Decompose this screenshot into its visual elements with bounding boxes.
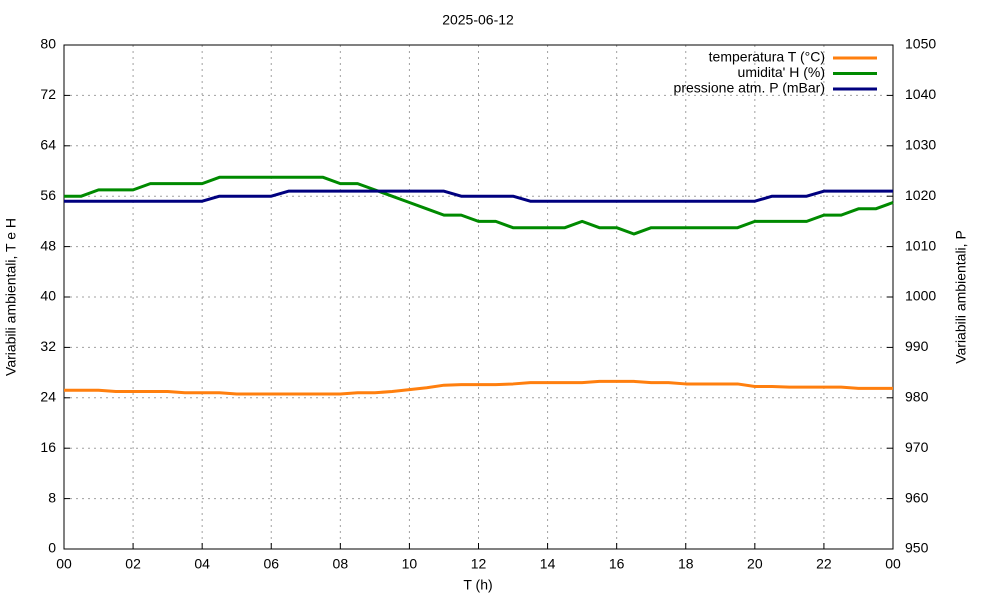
series-line bbox=[64, 379, 893, 396]
x-tick-label: 22 bbox=[816, 556, 832, 572]
x-tick-label: 04 bbox=[194, 556, 210, 572]
legend-label: temperatura T (°C) bbox=[709, 49, 825, 65]
y2-tick-label: 1020 bbox=[905, 187, 936, 203]
y-tick-label: 32 bbox=[40, 338, 56, 354]
y2-tick-label: 1000 bbox=[905, 288, 936, 304]
y-tick-label: 48 bbox=[40, 237, 56, 253]
y2-tick-label: 980 bbox=[905, 389, 929, 405]
chart-title: 2025-06-12 bbox=[442, 12, 514, 28]
y2-tick-label: 950 bbox=[905, 540, 929, 556]
x-tick-label: 02 bbox=[125, 556, 141, 572]
legend-label: pressione atm. P (mBar) bbox=[674, 80, 825, 96]
y2-tick-label: 1040 bbox=[905, 86, 936, 102]
plot-frame bbox=[63, 44, 894, 550]
y-tick-label: 72 bbox=[40, 86, 56, 102]
y-tick-label: 8 bbox=[48, 489, 56, 505]
y-tick-label: 16 bbox=[40, 439, 56, 455]
y-tick-label: 24 bbox=[40, 389, 56, 405]
y-tick-label: 56 bbox=[40, 187, 56, 203]
y2-tick-label: 990 bbox=[905, 338, 929, 354]
x-tick-label: 12 bbox=[471, 556, 487, 572]
x-tick-label: 08 bbox=[333, 556, 349, 572]
legend-label: umidita' H (%) bbox=[738, 64, 825, 80]
x-tick-label: 18 bbox=[678, 556, 694, 572]
x-axis-label: T (h) bbox=[463, 577, 492, 593]
x-tick-label: 00 bbox=[885, 556, 901, 572]
x-tick-label: 14 bbox=[540, 556, 556, 572]
x-tick-label: 10 bbox=[402, 556, 418, 572]
y2-tick-label: 1030 bbox=[905, 137, 936, 153]
x-tick-label: 00 bbox=[56, 556, 72, 572]
y2-tick-label: 960 bbox=[905, 489, 929, 505]
series-line bbox=[64, 189, 893, 203]
y-tick-label: 40 bbox=[40, 288, 56, 304]
x-tick-label: 16 bbox=[609, 556, 625, 572]
y-tick-label: 80 bbox=[40, 36, 56, 52]
y2-tick-label: 970 bbox=[905, 439, 929, 455]
x-tick-label: 06 bbox=[263, 556, 279, 572]
y2-tick-label: 1010 bbox=[905, 237, 936, 253]
y2-tick-label: 1050 bbox=[905, 36, 936, 52]
y-axis-label: Variabili ambientali, T e H bbox=[3, 218, 19, 376]
series-line bbox=[64, 175, 894, 236]
y2-axis-label: Variabili ambientali, P bbox=[953, 230, 969, 364]
x-tick-label: 20 bbox=[747, 556, 763, 572]
y-tick-label: 64 bbox=[40, 137, 56, 153]
y-tick-label: 0 bbox=[48, 540, 56, 556]
